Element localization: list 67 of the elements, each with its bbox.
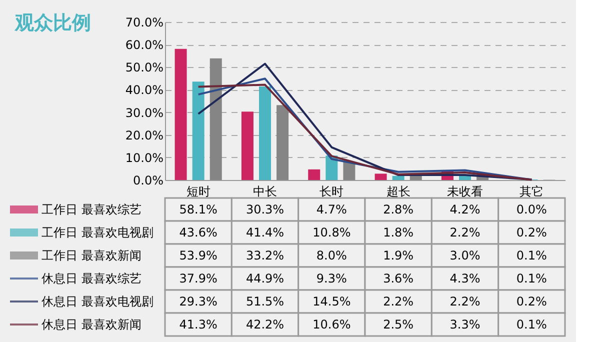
data-label: 0.2% [516, 294, 547, 308]
bar [174, 48, 187, 180]
data-label: 4.7% [316, 202, 347, 216]
legend-label: 工作日 最喜欢电视剧 [42, 226, 154, 240]
legend-label: 工作日 最喜欢综艺 [42, 202, 142, 216]
bar [392, 176, 404, 180]
bar [276, 105, 289, 180]
data-label: 4.3% [450, 272, 480, 286]
x-tick-label: 超长 [386, 184, 410, 198]
y-tick-label: 50.0% [125, 60, 164, 75]
x-tick-label: 未收看 [447, 184, 483, 198]
data-label: 3.3% [450, 318, 480, 332]
legend-label: 工作日 最喜欢新闻 [42, 248, 142, 262]
bar [241, 112, 254, 180]
data-label: 14.5% [312, 294, 351, 308]
bar [343, 162, 356, 180]
data-label: 42.2% [246, 318, 284, 332]
data-label: 3.6% [383, 272, 414, 286]
data-label: 2.2% [383, 294, 414, 308]
data-label: 2.2% [450, 226, 480, 240]
data-label: 44.9% [246, 272, 284, 286]
x-tick-label: 中长 [253, 184, 277, 198]
data-label: 41.3% [179, 318, 218, 332]
chart-title: 观众比例 [14, 12, 91, 34]
data-label: 29.3% [179, 294, 218, 308]
bar [374, 174, 387, 180]
x-tick-label: 长时 [320, 184, 344, 198]
data-label: 51.5% [246, 294, 284, 308]
data-label: 37.9% [179, 272, 218, 286]
data-label: 9.3% [316, 272, 347, 286]
data-label: 43.6% [179, 226, 218, 240]
y-tick-label: 60.0% [125, 38, 164, 52]
data-label: 0.1% [516, 272, 547, 286]
data-label: 41.4% [246, 226, 284, 240]
data-label: 4.2% [450, 202, 480, 216]
data-label: 2.8% [383, 202, 414, 216]
data-label: 1.8% [383, 226, 414, 240]
data-label: 0.1% [516, 248, 547, 262]
x-tick-label: 其它 [520, 184, 544, 198]
data-label: 0.2% [516, 226, 547, 240]
data-label: 0.0% [516, 202, 547, 216]
y-tick-label: 30.0% [125, 106, 164, 120]
y-tick-label: 40.0% [125, 83, 164, 98]
data-label: 58.1% [179, 202, 218, 216]
data-label: 3.0% [450, 248, 480, 262]
data-label: 1.9% [383, 248, 414, 262]
legend-label: 休息日 最喜欢综艺 [42, 272, 142, 286]
bar [192, 82, 204, 180]
y-tick-label: 70.0% [125, 16, 164, 30]
x-tick-label: 短时 [186, 184, 210, 198]
bar [308, 169, 320, 180]
y-tick-label: 0.0% [133, 174, 164, 188]
data-label: 10.8% [312, 226, 351, 240]
data-label: 10.6% [312, 318, 351, 332]
data-label: 8.0% [316, 248, 347, 262]
legend-label: 休息日 最喜欢电视剧 [42, 294, 154, 308]
legend-label: 休息日 最喜欢新闻 [42, 318, 142, 332]
data-label: 2.5% [383, 318, 414, 332]
y-tick-label: 20.0% [125, 128, 164, 142]
data-label: 33.2% [246, 248, 284, 262]
data-label: 30.3% [246, 202, 284, 216]
bar [259, 86, 271, 180]
data-label: 0.1% [516, 318, 547, 332]
y-tick-label: 10.0% [125, 150, 164, 165]
data-label: 2.2% [450, 294, 480, 308]
data-label: 53.9% [179, 248, 218, 262]
bar [210, 58, 222, 180]
